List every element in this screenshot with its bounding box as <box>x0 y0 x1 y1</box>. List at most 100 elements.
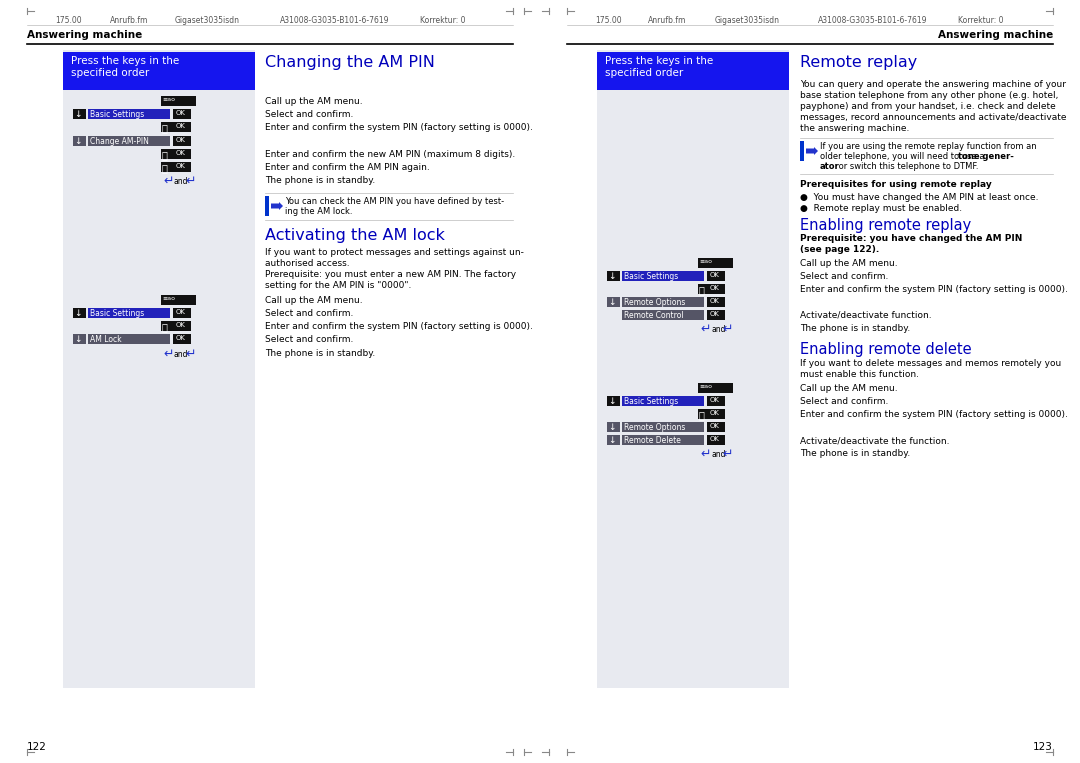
Text: (see page 122).: (see page 122). <box>800 245 879 254</box>
Text: Call up the AM menu.: Call up the AM menu. <box>800 384 897 393</box>
Bar <box>73 109 86 119</box>
Text: Remote replay: Remote replay <box>800 55 917 70</box>
Text: messages, record announcements and activate/deactivate: messages, record announcements and activ… <box>800 113 1067 122</box>
Text: OK: OK <box>710 436 720 442</box>
Text: Basic Settings: Basic Settings <box>624 272 678 281</box>
Text: OK: OK <box>176 150 186 156</box>
Text: OK: OK <box>710 298 720 304</box>
Bar <box>622 422 704 432</box>
Bar <box>161 162 177 172</box>
FancyArrow shape <box>271 202 283 210</box>
Text: Basic Settings: Basic Settings <box>90 110 145 119</box>
Text: Prerequisites for using remote replay: Prerequisites for using remote replay <box>800 180 991 189</box>
Text: ↵: ↵ <box>700 448 711 461</box>
Text: OK: OK <box>176 123 186 129</box>
Bar <box>698 409 714 419</box>
Bar <box>622 310 704 320</box>
Text: OK: OK <box>710 311 720 317</box>
Bar <box>707 284 725 294</box>
Text: or switch this telephone to DTMF.: or switch this telephone to DTMF. <box>836 162 978 171</box>
Bar <box>63 50 255 688</box>
Text: ↓: ↓ <box>608 272 616 281</box>
Bar <box>707 422 725 432</box>
Text: authorised access.: authorised access. <box>265 259 350 268</box>
Text: Select and confirm.: Select and confirm. <box>800 397 889 406</box>
Text: ↓: ↓ <box>75 335 81 344</box>
Text: OK: OK <box>176 110 186 116</box>
Text: 122: 122 <box>27 742 46 752</box>
Text: tone gener-: tone gener- <box>958 152 1014 161</box>
Text: 123: 123 <box>1034 742 1053 752</box>
Text: ↓: ↓ <box>608 298 616 307</box>
Bar <box>265 196 269 216</box>
Text: The phone is in standby.: The phone is in standby. <box>800 449 910 458</box>
Text: ⌖: ⌖ <box>162 123 167 133</box>
Text: Select and confirm.: Select and confirm. <box>800 272 889 281</box>
Text: If you are using the remote replay function from an: If you are using the remote replay funct… <box>820 142 1037 151</box>
Text: Press the keys in the: Press the keys in the <box>605 56 713 66</box>
Bar <box>707 409 725 419</box>
Text: Enter and confirm the system PIN (factory setting is 0000).: Enter and confirm the system PIN (factor… <box>265 123 532 132</box>
Text: Gigaset3035isdn: Gigaset3035isdn <box>715 16 780 25</box>
Text: Select and confirm.: Select and confirm. <box>265 309 353 318</box>
Text: OK: OK <box>176 163 186 169</box>
Text: Call up the AM menu.: Call up the AM menu. <box>265 97 363 106</box>
Text: Remote Options: Remote Options <box>624 423 686 432</box>
Text: The phone is in standby.: The phone is in standby. <box>265 176 375 185</box>
Text: Enter and confirm the new AM PIN (maximum 8 digits).: Enter and confirm the new AM PIN (maximu… <box>265 150 515 159</box>
Bar <box>698 383 733 393</box>
Text: Activate/deactivate function.: Activate/deactivate function. <box>800 311 932 320</box>
Text: OK: OK <box>176 137 186 143</box>
Bar <box>173 122 191 132</box>
Text: 175.00: 175.00 <box>55 16 82 25</box>
Bar <box>87 109 170 119</box>
Text: ↵: ↵ <box>723 323 732 336</box>
Text: Activating the AM lock: Activating the AM lock <box>265 228 445 243</box>
Text: ≡ao: ≡ao <box>162 97 175 102</box>
Text: Korrektur: 0: Korrektur: 0 <box>420 16 465 25</box>
Bar <box>87 308 170 318</box>
Text: Anrufb.fm: Anrufb.fm <box>110 16 148 25</box>
Text: ↓: ↓ <box>75 309 81 318</box>
Bar <box>173 308 191 318</box>
Text: Enter and confirm the system PIN (factory setting is 0000).: Enter and confirm the system PIN (factor… <box>800 410 1068 419</box>
Bar <box>73 308 86 318</box>
Text: OK: OK <box>710 410 720 416</box>
Text: Enter and confirm the system PIN (factory setting is 0000).: Enter and confirm the system PIN (factor… <box>265 322 532 331</box>
Text: Basic Settings: Basic Settings <box>90 309 145 318</box>
FancyArrow shape <box>806 147 818 155</box>
Text: Korrektur: 0: Korrektur: 0 <box>958 16 1003 25</box>
Text: ↵: ↵ <box>185 175 195 188</box>
Bar <box>607 422 620 432</box>
Text: ↓: ↓ <box>75 137 81 146</box>
Text: and: and <box>174 177 189 186</box>
Text: ing the AM lock.: ing the AM lock. <box>285 207 352 216</box>
Text: Gigaset3035isdn: Gigaset3035isdn <box>175 16 240 25</box>
Bar <box>622 396 704 406</box>
Text: OK: OK <box>710 272 720 278</box>
Bar <box>161 96 195 106</box>
Text: ●  Remote replay must be enabled.: ● Remote replay must be enabled. <box>800 204 962 213</box>
Bar <box>622 297 704 307</box>
Text: Change AM-PIN: Change AM-PIN <box>90 137 149 146</box>
Text: Select and confirm.: Select and confirm. <box>265 110 353 119</box>
Bar <box>87 334 170 344</box>
Text: setting for the AM PIN is "0000".: setting for the AM PIN is "0000". <box>265 281 411 290</box>
Text: Remote Delete: Remote Delete <box>624 436 680 445</box>
Text: ↵: ↵ <box>163 348 174 361</box>
Bar <box>698 284 714 294</box>
Text: ↵: ↵ <box>723 448 732 461</box>
Text: and: and <box>711 325 726 334</box>
Text: OK: OK <box>176 335 186 341</box>
Text: You can check the AM PIN you have defined by test-: You can check the AM PIN you have define… <box>285 197 504 206</box>
Text: ≡ao: ≡ao <box>699 259 712 264</box>
Bar <box>161 149 177 159</box>
Text: AM Lock: AM Lock <box>90 335 122 344</box>
Text: ⌖: ⌖ <box>699 285 705 295</box>
Bar <box>73 136 86 146</box>
Text: ator: ator <box>820 162 840 171</box>
Text: OK: OK <box>710 423 720 429</box>
Text: ↓: ↓ <box>75 110 81 119</box>
Text: base station telephone from any other phone (e.g. hotel,: base station telephone from any other ph… <box>800 91 1058 100</box>
Text: Activate/deactivate the function.: Activate/deactivate the function. <box>800 436 949 445</box>
